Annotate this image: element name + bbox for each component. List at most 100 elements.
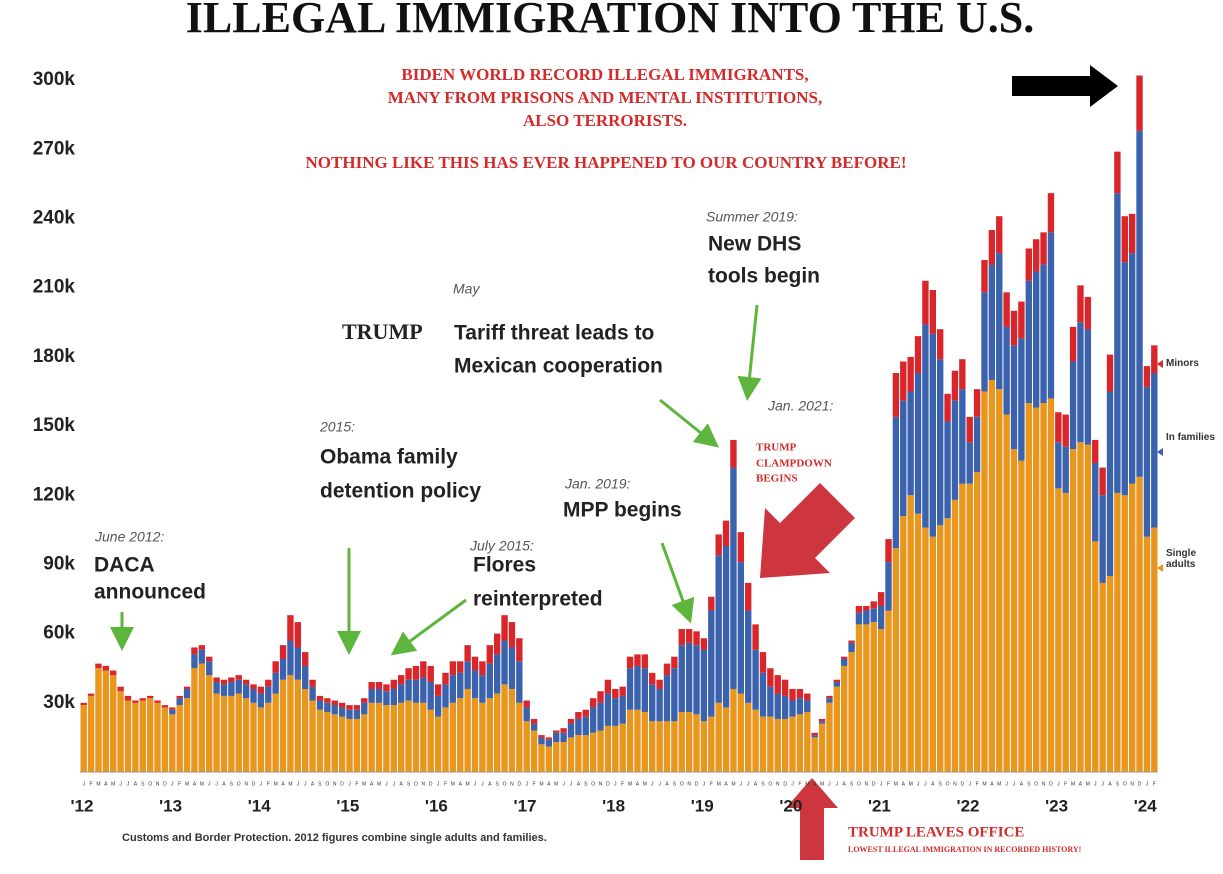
bar-segment: [678, 712, 685, 772]
bar-segment: [722, 545, 730, 708]
bar-segment: [361, 714, 368, 772]
x-tick-label: O: [503, 781, 507, 787]
bar-segment: [368, 682, 375, 689]
x-tick-label: J: [208, 781, 211, 787]
bar-segment: [959, 389, 966, 484]
y-tick-label: 270k: [33, 138, 76, 159]
bar-segment: [1136, 476, 1143, 772]
bar-segment: [929, 289, 936, 334]
bar-segment: [752, 709, 759, 772]
x-tick-label: M: [362, 781, 366, 787]
bar-segment: [464, 645, 471, 662]
bar-segment: [833, 686, 841, 772]
bar-segment: [944, 393, 951, 422]
bar-segment: [228, 695, 235, 772]
x-tick-label: S: [761, 781, 765, 787]
bar-segment: [944, 421, 951, 519]
bar-segment: [981, 292, 988, 392]
x-tick-label: J: [348, 781, 351, 787]
bar-segment: [936, 525, 944, 772]
bar-segment: [412, 679, 420, 703]
bar-segment: [781, 718, 789, 772]
x-tick-label: S: [141, 781, 145, 787]
bar-segment: [1121, 216, 1128, 263]
bar-segment: [796, 688, 804, 699]
bar-segment: [1003, 292, 1010, 327]
bar-segment: [139, 700, 146, 772]
x-tick-label: A: [902, 781, 906, 787]
x-tick-label: N: [865, 781, 869, 787]
bar-segment: [368, 688, 375, 703]
bar-segment: [235, 693, 242, 772]
bar-segment: [959, 359, 966, 390]
x-tick-label: A: [311, 781, 315, 787]
bar-segment: [685, 642, 693, 713]
bar-segment: [715, 555, 722, 703]
x-tick-label: M: [982, 781, 986, 787]
x-tick-label: O: [857, 781, 861, 787]
bar-segment: [988, 379, 996, 772]
bar-segment: [944, 518, 951, 772]
bar-segment: [826, 695, 833, 699]
x-tick-label: D: [1049, 781, 1053, 787]
x-tick-label: D: [783, 781, 787, 787]
legend-label: In families: [1166, 432, 1215, 443]
bar-segment: [722, 520, 730, 546]
x-tick-label: O: [1034, 781, 1038, 787]
bar-segment: [885, 539, 892, 563]
annotation: June 2012:: [94, 529, 164, 545]
bar-segment: [242, 679, 250, 685]
x-tick-label: F: [178, 781, 181, 787]
bar-segment: [1010, 310, 1018, 346]
bar-segment: [464, 688, 471, 772]
bar-segment: [442, 684, 449, 708]
x-tick-label: M: [200, 781, 204, 787]
bar-segment: [575, 735, 582, 772]
bar-segment: [641, 668, 649, 713]
x-tick-label: F: [533, 781, 536, 787]
bar-segment: [951, 499, 959, 772]
bar-segment: [250, 688, 257, 703]
bar-segment: [309, 700, 316, 772]
bar-segment: [826, 702, 833, 772]
bar-segment: [493, 693, 501, 772]
x-tick-label: J: [740, 781, 743, 787]
x-tick-label: M: [909, 781, 913, 787]
x-tick-label: O: [325, 781, 329, 787]
bar-segment: [1128, 213, 1136, 254]
x-tick-label: F: [621, 781, 624, 787]
bar-segment: [287, 675, 294, 772]
bar-segment: [191, 668, 198, 772]
bar-segment: [427, 709, 434, 772]
x-tick-label: J: [82, 781, 85, 787]
x-tick-label: M: [894, 781, 898, 787]
bar-segment: [619, 695, 626, 724]
legend-swatch: [1157, 360, 1163, 368]
bar-segment: [914, 373, 922, 514]
y-tick-label: 300k: [33, 69, 76, 90]
bar-segment: [1032, 239, 1040, 272]
bar-segment: [471, 656, 479, 671]
bar-segment: [383, 691, 390, 706]
x-tick-label: D: [429, 781, 433, 787]
bar-segment: [1010, 449, 1018, 772]
x-tick-label: S: [1027, 781, 1031, 787]
x-tick-label: N: [687, 781, 691, 787]
bar-segment: [988, 264, 996, 380]
bar-segment: [530, 723, 538, 731]
bar-segment: [612, 698, 619, 726]
legend-item: Minors: [1157, 358, 1220, 369]
bar-segment: [1092, 439, 1099, 463]
x-tick-label: A: [577, 781, 581, 787]
bar-segment: [634, 665, 641, 710]
bar-segment: [597, 702, 604, 731]
bar-segment: [346, 709, 353, 719]
bar-segment: [397, 675, 405, 685]
bar-segment: [1121, 495, 1128, 772]
x-tick-label: J: [614, 781, 617, 787]
bar-segment: [346, 705, 353, 710]
bar-segment: [538, 744, 545, 772]
bar-segment: [1077, 285, 1084, 323]
bar-segment: [124, 695, 132, 701]
